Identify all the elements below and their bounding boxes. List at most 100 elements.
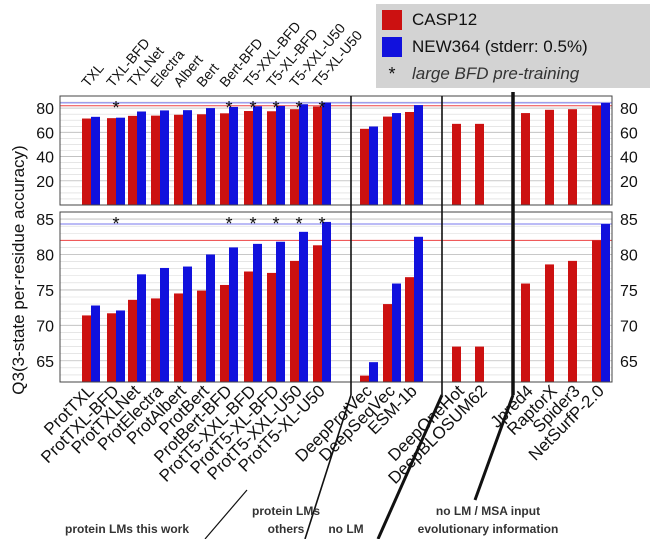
top-panel: 20 20 40 40 60 60 80 80 * * * * * * [36, 95, 638, 206]
bar-casp12-bottom [405, 277, 414, 382]
panel-frame [59, 95, 613, 206]
bar-casp12-top [592, 105, 601, 205]
bar-casp12-bottom [151, 298, 160, 382]
y-tick-label-right: 75 [620, 283, 638, 300]
y-tick-label-left: 85 [36, 212, 54, 229]
bar-new364-bottom [369, 362, 378, 382]
bar-new364-bottom [206, 254, 215, 382]
bar-casp12-bottom [220, 284, 229, 382]
legend-star-marker: * [388, 63, 396, 84]
top-model-labels: TXLTXL-BFDTXLNetElectraAlbertBertBert-BF… [78, 18, 365, 90]
bar-casp12-top [107, 118, 116, 205]
bar-casp12-bottom [244, 271, 253, 382]
legend-swatch-new364 [382, 37, 402, 57]
y-axis-label: Q3(3-state per-residue accuracy) [9, 145, 28, 395]
bar-casp12-bottom [475, 346, 484, 382]
bfd-star-marker: * [272, 98, 279, 118]
separator-line [304, 394, 352, 539]
group-label-msa-line2: evolutionary information [417, 522, 559, 536]
bfd-star-marker: * [112, 214, 119, 234]
bar-new364-bottom [414, 236, 423, 382]
y-tick-label-left: 70 [36, 318, 54, 335]
bar-new364-bottom [299, 231, 308, 382]
group-label-msa-line1: no LM / MSA input [435, 504, 541, 518]
bottom-panel: 65 65 70 70 75 75 80 80 85 85 * * * * * * [36, 211, 638, 383]
group-label-no-lm: no LM [328, 522, 364, 536]
bar-new364-bottom [91, 305, 100, 382]
y-tick-label-right: 40 [620, 150, 638, 167]
bar-casp12-bottom [290, 260, 299, 382]
bar-casp12-top [405, 111, 414, 205]
y-tick-label-right: 60 [620, 125, 638, 142]
bar-casp12-top [452, 123, 461, 205]
bar-new364-bottom [322, 221, 331, 382]
y-tick-label-left: 40 [36, 150, 54, 167]
bar-new364-top [299, 104, 308, 205]
separator-line [204, 489, 248, 539]
bar-new364-top [601, 102, 610, 205]
x-tick-labels: ProtTXLProtTXL-BFDProtTXLNetProtElectraP… [37, 381, 608, 488]
y-tick-label-left: 80 [36, 248, 54, 265]
bar-casp12-top [313, 106, 322, 205]
bar-new364-bottom [601, 224, 610, 382]
bar-casp12-bottom [313, 245, 322, 382]
bar-new364-bottom [116, 310, 125, 382]
bar-new364-bottom [392, 283, 401, 382]
bar-casp12-bottom [128, 299, 137, 382]
bar-new364-top [137, 111, 146, 205]
bar-casp12-bottom [107, 313, 116, 382]
bar-casp12-top [267, 111, 276, 205]
bar-new364-bottom [229, 247, 238, 382]
bar-new364-top [276, 105, 285, 205]
bar-new364-bottom [137, 274, 146, 382]
separator-line [473, 394, 515, 501]
legend-swatch-casp12 [382, 10, 402, 30]
bfd-star-marker: * [225, 98, 232, 118]
bar-casp12-top [220, 113, 229, 205]
bar-casp12-top [383, 116, 392, 205]
y-tick-label-right: 80 [620, 101, 638, 118]
bfd-star-marker: * [318, 98, 325, 118]
legend-item-bfd-note: * large BFD pre-training [382, 62, 579, 86]
y-tick-label-left: 65 [36, 354, 54, 371]
bar-new364-top [229, 106, 238, 205]
bar-new364-top [414, 105, 423, 205]
bar-new364-top [91, 116, 100, 205]
bar-new364-top [160, 110, 169, 205]
bar-casp12-bottom [267, 272, 276, 382]
bar-casp12-top [151, 115, 160, 205]
legend: CASP12 NEW364 (stderr: 0.5%) * large BFD… [376, 4, 650, 88]
bar-casp12-bottom [545, 264, 554, 382]
bar-casp12-bottom [383, 304, 392, 382]
y-tick-label-right: 85 [620, 212, 638, 229]
bfd-star-marker: * [249, 98, 256, 118]
bar-casp12-top [475, 123, 484, 205]
bar-casp12-top [521, 113, 530, 205]
bar-casp12-top [174, 114, 183, 205]
bar-new364-bottom [253, 243, 262, 382]
bar-casp12-bottom [360, 375, 369, 382]
bfd-star-marker: * [112, 98, 119, 118]
bar-new364-top [392, 113, 401, 205]
y-tick-label-left: 80 [36, 101, 54, 118]
y-tick-label-right: 70 [620, 318, 638, 335]
bar-casp12-bottom [174, 293, 183, 382]
top-model-label: TXL [78, 60, 107, 90]
bar-new364-bottom [276, 241, 285, 382]
bar-new364-top [116, 117, 125, 205]
bar-casp12-top [568, 109, 577, 205]
bar-casp12-top [197, 114, 206, 205]
group-label-this-work: protein LMs this work [64, 522, 189, 536]
y-tick-label-left: 60 [36, 125, 54, 142]
bar-casp12-bottom [197, 290, 206, 382]
y-tick-label-right: 20 [620, 174, 638, 191]
bar-casp12-bottom [82, 315, 91, 382]
group-label-others-line1: protein LMs [252, 504, 320, 518]
legend-item-casp12: CASP12 [382, 8, 477, 32]
y-tick-label-left: 75 [36, 283, 54, 300]
bar-new364-bottom [183, 266, 192, 382]
bar-casp12-top [128, 115, 137, 205]
y-tick-label-left: 20 [36, 174, 54, 191]
bar-casp12-top [360, 128, 369, 205]
